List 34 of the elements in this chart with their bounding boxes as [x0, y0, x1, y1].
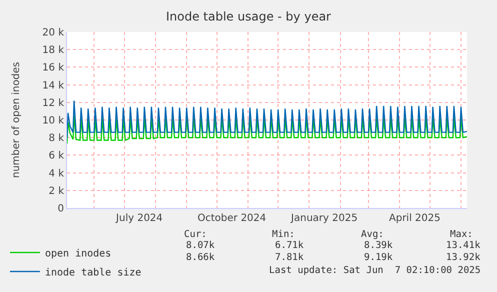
text: 6.71k [275, 240, 304, 251]
y-tick-label: 6 k [48, 150, 64, 162]
y-tick-label: 8 k [48, 133, 64, 144]
y-tick-label: 0 [58, 204, 64, 214]
text: 13.92k [446, 252, 481, 263]
y-tick-label: 16 k [42, 62, 64, 74]
text: 13.41k [446, 240, 481, 251]
text: 8.39k [364, 240, 393, 251]
y-tick-label: 14 k [42, 80, 64, 92]
y-tick-label: 4 k [48, 168, 64, 180]
y-tick-label: 12 k [42, 98, 64, 109]
chart-title: Inode table usage - by year [166, 9, 332, 24]
text: 9.19k [364, 252, 393, 263]
text: Max: [450, 229, 473, 240]
text: Avg: [361, 229, 384, 240]
text: 8.66k [186, 252, 215, 263]
text: Last update: Sat Jun 7 02:10:00 2025 [269, 265, 481, 276]
x-tick-label: October 2024 [197, 213, 266, 224]
line-series [67, 100, 467, 138]
legend-label: inode table size [44, 267, 142, 278]
y-tick-label: 2 k [48, 186, 64, 197]
text: Cur: [184, 229, 207, 240]
y-tick-label: 18 k [42, 45, 64, 56]
y-tick-label: 10 k [42, 116, 64, 126]
x-tick-label: January 2025 [290, 213, 358, 224]
y-tick-label: 20 k [42, 28, 64, 38]
text: 7.81k [275, 252, 304, 263]
line-series [67, 115, 467, 144]
x-tick-label: July 2024 [115, 213, 163, 224]
legend-label: open inodes [44, 248, 112, 260]
y-axis-title: number of open inodes [11, 62, 22, 178]
x-tick-label: April 2025 [389, 213, 440, 224]
text: 8.07k [186, 240, 215, 251]
text: Min: [272, 229, 295, 240]
